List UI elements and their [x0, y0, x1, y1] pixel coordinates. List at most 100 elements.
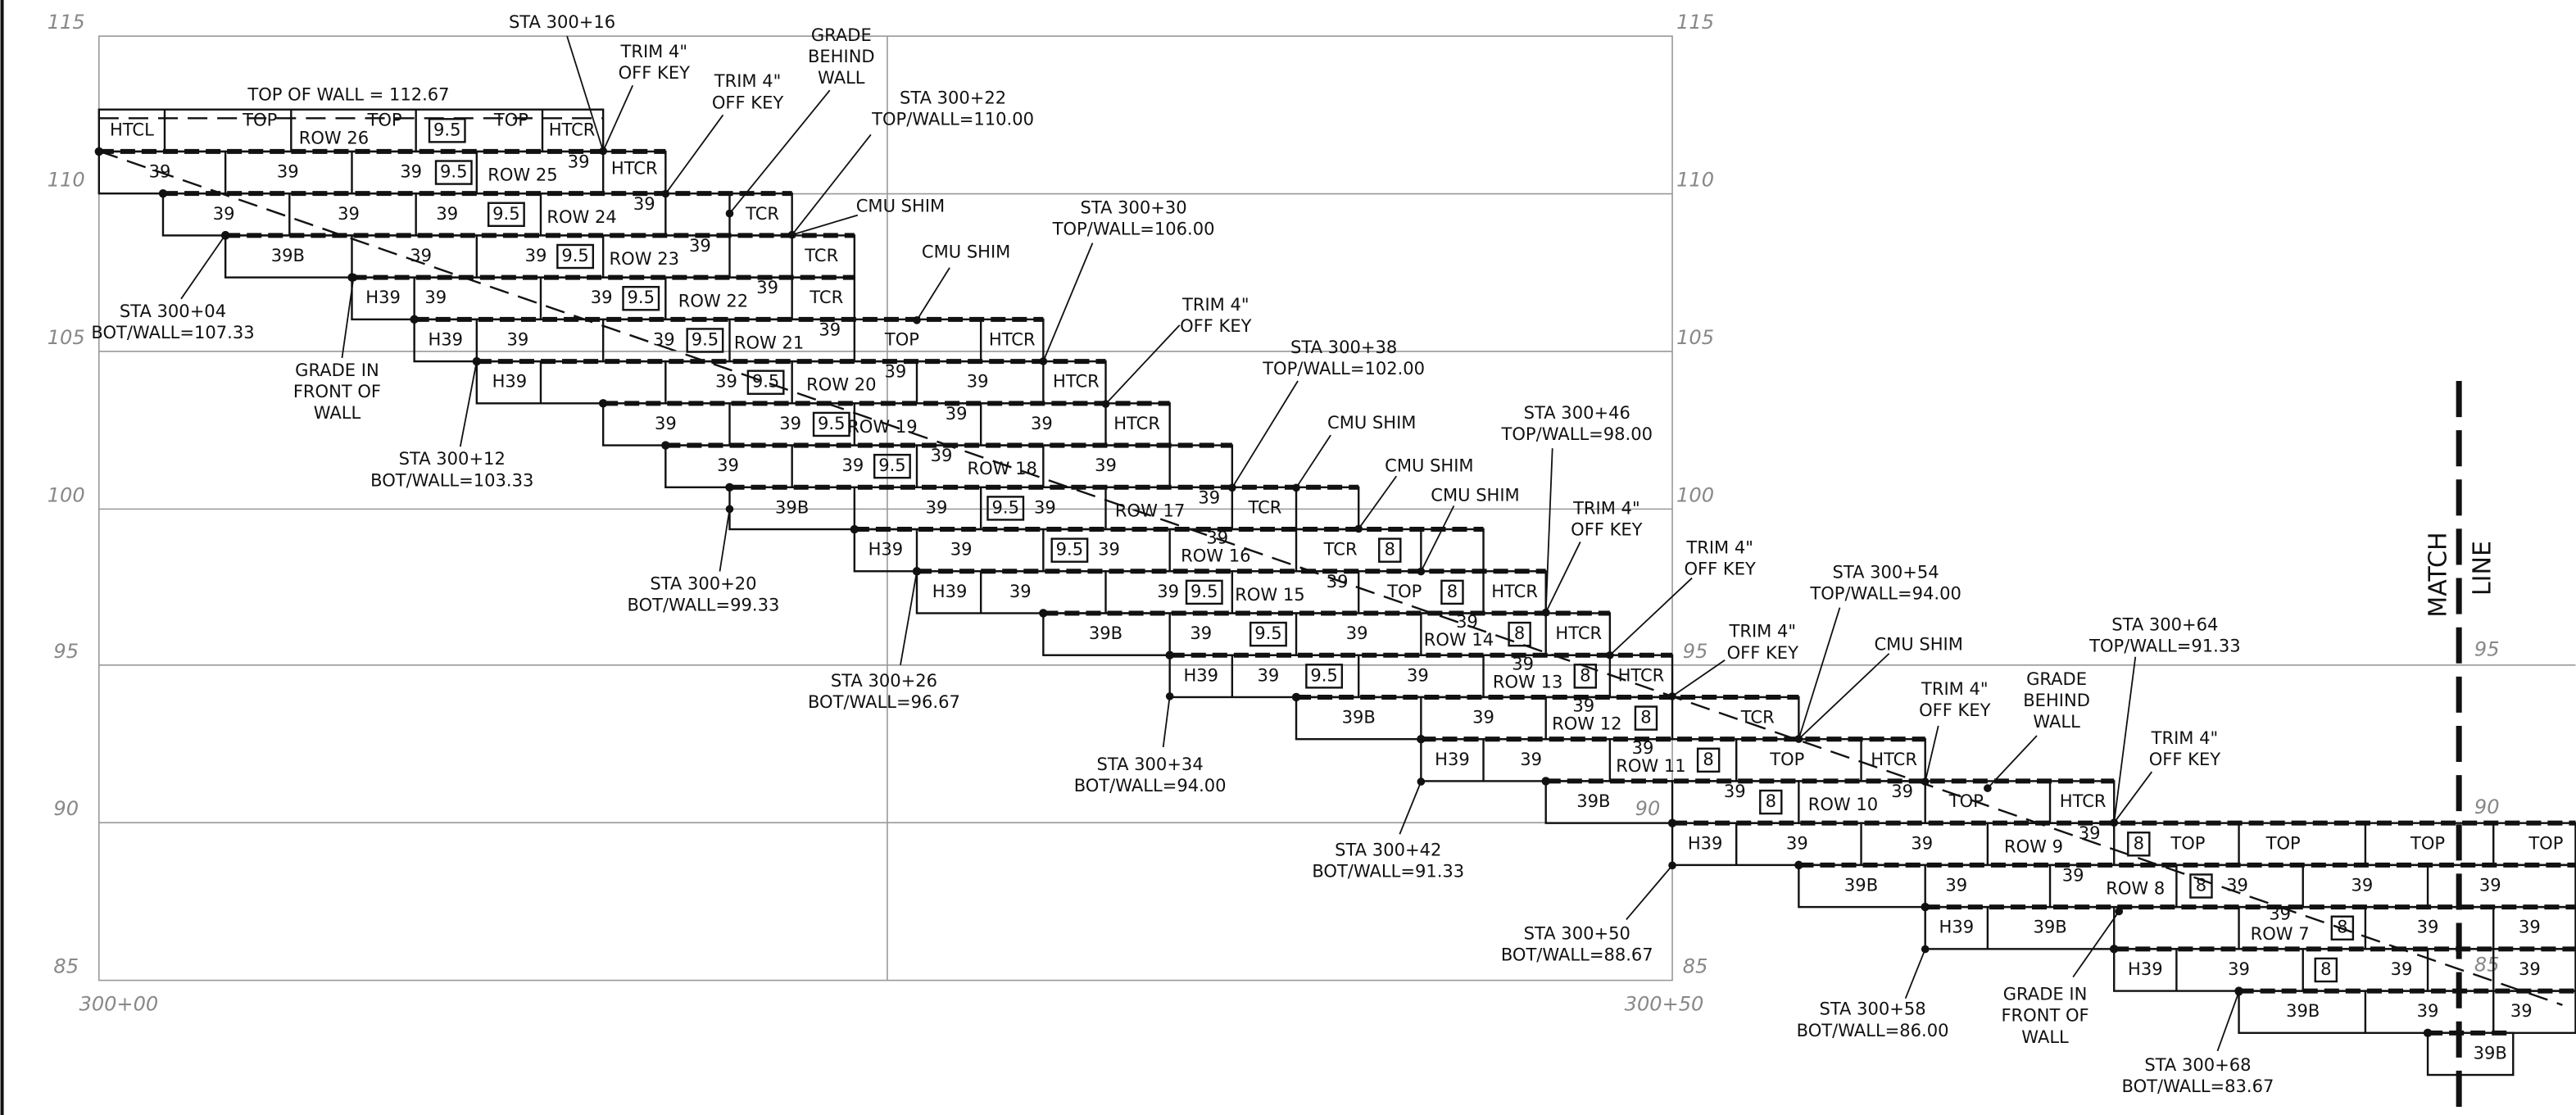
- leader-point: [1606, 650, 1614, 659]
- leader-point: [913, 567, 921, 576]
- block-label: H39: [1688, 832, 1723, 853]
- block-label: 39: [967, 371, 989, 392]
- block-label: 39: [2269, 904, 2291, 924]
- annotation-text: TOP/WALL=94.00: [1809, 583, 1961, 604]
- block-label: TOP: [1948, 791, 1984, 811]
- leader-point: [1101, 400, 1110, 408]
- leader-point: [1417, 777, 1426, 786]
- block-label: ROW 12: [1552, 714, 1621, 734]
- leader-line: [1544, 448, 1553, 613]
- block-label: ROW 13: [1493, 671, 1562, 691]
- block-label-box: [1050, 537, 1089, 563]
- block-label: ROW 17: [1115, 500, 1185, 520]
- block-label: 39: [885, 361, 907, 382]
- block-label: 39: [1472, 707, 1494, 727]
- block-label: 39: [841, 455, 864, 475]
- bed-point: [1291, 692, 1301, 702]
- annotation-text: TOP/WALL=91.33: [2088, 636, 2240, 656]
- block-label: 39: [689, 235, 711, 256]
- leader-line: [1295, 434, 1331, 488]
- block-label: ROW 14: [1424, 629, 1494, 650]
- block-label: 39: [1786, 832, 1808, 853]
- annotation-text: OFF KEY: [1919, 700, 1991, 720]
- block-label: 9.5: [433, 119, 460, 139]
- block-label: 39: [1327, 571, 1349, 591]
- block-label: 39: [1724, 781, 1746, 801]
- annotation-text: STA 300+64: [2111, 614, 2218, 635]
- block-label: 39: [149, 161, 171, 182]
- match-line-label: LINE: [2469, 541, 2497, 596]
- bed-point: [94, 147, 104, 156]
- block-label: 39: [653, 329, 675, 349]
- block-label: 9.5: [878, 455, 905, 475]
- block-label: HTCR: [989, 329, 1036, 349]
- block-label: TOP: [1769, 749, 1804, 769]
- block-label: 39: [525, 245, 547, 265]
- block-label: ROW 18: [968, 458, 1037, 478]
- block-label: ROW 10: [1808, 794, 1878, 814]
- block-label: 39: [633, 193, 655, 214]
- block-label: 9.5: [1310, 664, 1337, 685]
- leader-line: [1671, 659, 1726, 697]
- leader-line: [1987, 735, 2038, 789]
- block-label: 39: [2519, 959, 2541, 979]
- block-label: H39: [1939, 917, 1975, 937]
- annotation-text: BOT/WALL=83.67: [2122, 1076, 2274, 1096]
- annotation-text: TRIM 4": [2151, 727, 2219, 748]
- bed-point: [2110, 945, 2119, 954]
- elevation-label: 115: [48, 11, 85, 34]
- annotation-text: BEHIND: [808, 46, 875, 66]
- block-label: 39: [2479, 875, 2501, 895]
- block-label-box: [1378, 537, 1402, 563]
- elevation-label: 105: [1676, 326, 1714, 349]
- block-label: 39B: [271, 245, 305, 265]
- block-label: 9.5: [752, 371, 779, 392]
- bed-point: [1794, 860, 1803, 870]
- block-label: HTCL: [110, 119, 154, 139]
- leader-point: [1668, 692, 1676, 700]
- annotation-text: TRIM 4": [714, 70, 782, 91]
- annotation-text: WALL: [2033, 711, 2080, 732]
- block-label: H39: [365, 287, 401, 307]
- block-label: TCR: [1323, 539, 1358, 560]
- block-label: 39: [931, 445, 953, 465]
- annotation-text: WALL: [818, 67, 865, 88]
- grid-frame: [98, 35, 1673, 981]
- leader-point: [1921, 945, 1930, 954]
- leader-line: [1609, 577, 1693, 656]
- block-label: 39: [2079, 823, 2101, 843]
- block-label-box: [1696, 747, 1721, 773]
- annotation-text: FRONT OF: [293, 381, 381, 401]
- block-label-box: [434, 160, 473, 185]
- block-label: 39: [424, 287, 447, 307]
- station-label: 300+00: [79, 993, 159, 1016]
- annotation-text: OFF KEY: [619, 62, 691, 83]
- block-label: TOP: [884, 329, 919, 349]
- leader-point: [1668, 861, 1676, 870]
- block-label-box: [2314, 957, 2338, 983]
- block-label: 39: [410, 245, 432, 265]
- block-label: 39: [717, 455, 739, 475]
- block-label: 39: [655, 413, 677, 433]
- leader-line: [1231, 380, 1299, 488]
- leader-point: [1228, 483, 1236, 492]
- block-label-box: [1305, 664, 1344, 689]
- leader-line: [2216, 991, 2240, 1052]
- block-label: 39: [1190, 623, 1212, 643]
- annotation-text: CMU SHIM: [856, 196, 945, 216]
- block-label: 39: [213, 203, 235, 224]
- annotation-text: TRIM 4": [1728, 621, 1796, 641]
- bed-point: [1165, 650, 1174, 659]
- annotation-text: STA 300+38: [1290, 337, 1397, 357]
- annotation-text: CMU SHIM: [1327, 412, 1416, 433]
- annotation-text: STA 300+34: [1097, 754, 1204, 774]
- annotation-text: TRIM 4": [1921, 678, 1989, 699]
- block-label: 39: [1198, 487, 1220, 507]
- leader-line: [2113, 771, 2153, 823]
- block-label: 39: [1891, 781, 1913, 801]
- block-label: 9.5: [992, 496, 1019, 517]
- block-label: HTCR: [611, 158, 658, 179]
- leader-line: [1924, 725, 1939, 782]
